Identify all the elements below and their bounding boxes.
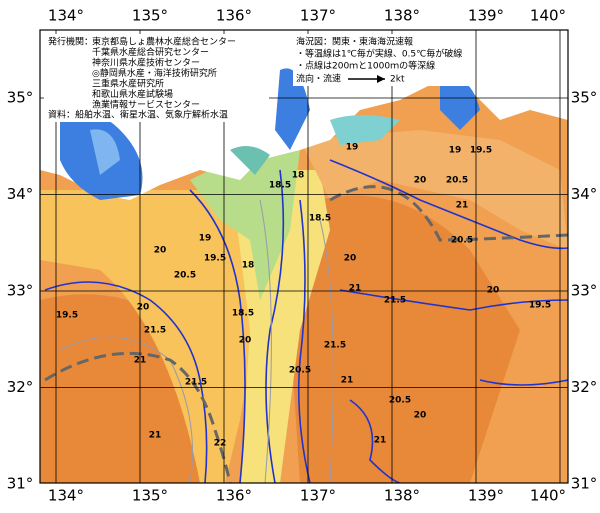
lat-label: 31° [571,475,598,493]
publisher-org: 三重県水産研究所 [92,78,164,90]
contour-label: 19.5 [56,311,78,321]
publisher-org: 漁業情報サービスセンター [92,99,200,111]
lat-label: 32° [7,378,34,396]
lon-label: 135° [132,7,168,25]
lat-label: 35° [571,89,598,107]
lon-label: 137° [300,7,336,25]
contour-label: 20.5 [446,176,468,186]
contour-label: 18.5 [232,309,254,319]
contour-label: 21 [374,436,387,446]
contour-label: 21 [149,431,162,441]
lat-label: 33° [7,282,34,300]
legend-speed: 2kt [390,75,405,85]
contour-label: 20 [154,246,167,256]
source: 資料：船舶水温、衛星水温、気象庁解析水温 [48,109,228,121]
publisher-org: 神奈川県水産技術センター [92,57,200,69]
lon-label: 136° [216,7,252,25]
contour-label: 20.5 [289,366,311,376]
lon-label: 136° [216,487,252,505]
lat-label: 34° [571,185,598,203]
contour-label: 20 [487,286,500,296]
contour-label: 20.5 [174,271,196,281]
contour-label: 21 [341,376,354,386]
current-axis [44,351,232,483]
publisher-org: 東京都島しょ農林水産総合センター [92,36,236,48]
publisher-org: ◎静岡県水産・海洋技術研究所 [92,67,217,79]
contour-label: 18 [292,171,305,181]
contour-label: 18 [242,261,255,271]
contour-label: 18.5 [269,181,291,191]
lat-label: 33° [571,282,598,300]
contour-label: 20 [414,411,427,421]
publisher-org: 和歌山県水産試験場 [92,88,173,100]
lon-label: 139° [468,487,504,505]
contour-label: 20 [137,303,150,313]
lon-label: 135° [132,487,168,505]
lon-label: 134° [48,7,84,25]
frame [39,29,569,484]
contour-label: 19 [449,146,462,156]
lon-label: 134° [48,487,84,505]
publisher-label: 発行機関： [48,36,93,48]
publisher-org: 千葉県水産総合研究センター [92,46,209,58]
lon-label: 140° [530,487,566,505]
contour-label: 20 [414,176,427,186]
current-axis [329,185,568,242]
contour-label: 19.5 [204,254,226,264]
info-line: 海況図：関東・東海海況速報 [296,36,413,48]
info-box [44,34,269,122]
contour-label: 21.5 [324,341,346,351]
contour-label: 18.5 [309,214,331,224]
legend-label: 流向・流速 [296,73,341,85]
lon-label: 139° [468,7,504,25]
contour-label: 21.5 [144,326,166,336]
lat-label: 32° [571,378,598,396]
contour-label: 21 [456,201,469,211]
info-box [293,34,471,86]
lon-label: 140° [530,7,566,25]
lon-label: 138° [384,7,420,25]
lat-label: 35° [7,89,34,107]
info-line: ・点線は200ｍと1000ｍの等深線 [296,60,435,72]
legend-arrow-head [377,75,385,83]
lat-label: 34° [7,185,34,203]
contour-label: 20 [239,336,252,346]
contour-label: 19.5 [529,301,551,311]
info-line: ・等温線は1℃毎が実線、0.5℃毎が破線 [296,48,462,60]
contour-label: 22 [214,439,227,449]
contour-label: 21.5 [185,378,207,388]
lon-label: 138° [384,487,420,505]
contour-label: 19 [199,234,212,244]
lat-label: 31° [7,475,34,493]
contour-label: 21.5 [384,296,406,306]
contour-label: 20 [344,254,357,264]
lon-label: 137° [300,487,336,505]
contour-label: 20.5 [389,396,411,406]
contour-label: 20.5 [451,236,473,246]
contour-label: 21 [349,284,362,294]
contour-label: 19.5 [470,146,492,156]
contour-label: 19 [346,143,359,153]
